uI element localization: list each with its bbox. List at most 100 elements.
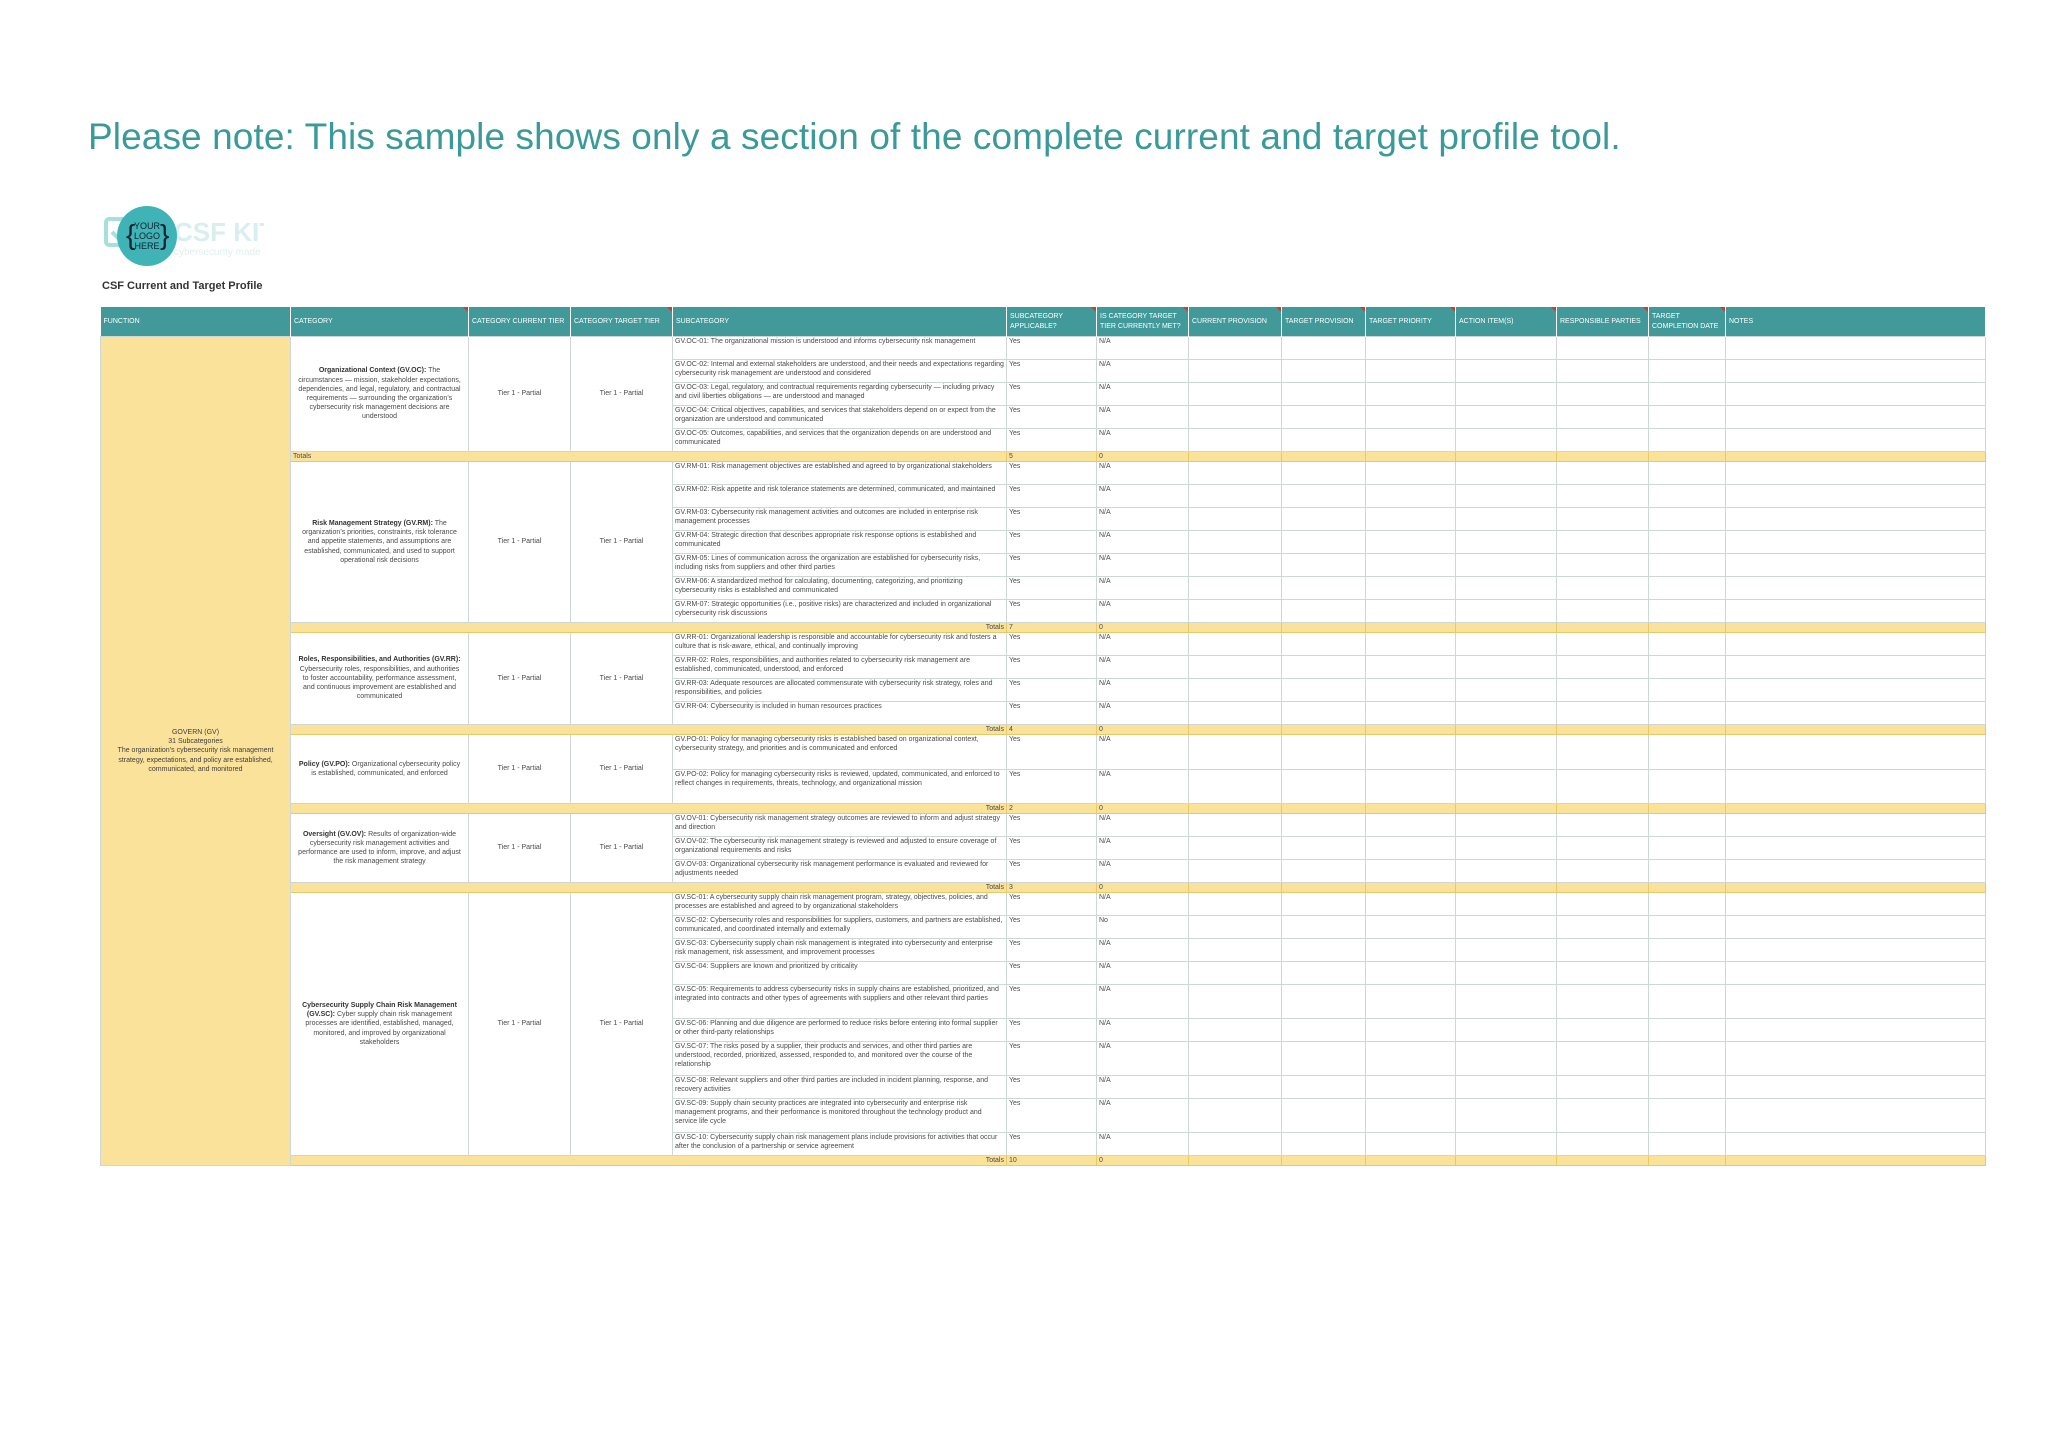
target-priority-cell[interactable]	[1365, 632, 1456, 656]
completion-date-cell[interactable]	[1648, 1018, 1726, 1042]
action-items-cell[interactable]	[1455, 1075, 1557, 1099]
target-met-cell[interactable]: N/A	[1096, 336, 1189, 360]
responsible-parties-cell[interactable]	[1556, 553, 1649, 577]
applicable-cell[interactable]: Yes	[1006, 1041, 1097, 1076]
function-cell[interactable]: GOVERN (GV) 31 Subcategories The organizat…	[100, 336, 291, 1166]
responsible-parties-cell[interactable]	[1556, 461, 1649, 485]
action-items-cell[interactable]	[1455, 553, 1557, 577]
subcategory-cell[interactable]: GV.OC-04: Critical objectives, capabilit…	[672, 405, 1007, 429]
applicable-cell[interactable]: Yes	[1006, 553, 1097, 577]
column-header[interactable]: RESPONSIBLE PARTIES	[1556, 307, 1649, 337]
notes-cell[interactable]	[1725, 961, 1986, 985]
notes-cell[interactable]	[1725, 1041, 1986, 1076]
target-provision-cell[interactable]	[1281, 892, 1366, 916]
notes-cell[interactable]	[1725, 701, 1986, 725]
action-items-cell[interactable]	[1455, 507, 1557, 531]
current-provision-cell[interactable]	[1188, 405, 1282, 429]
action-items-cell[interactable]	[1455, 915, 1557, 939]
completion-date-cell[interactable]	[1648, 1075, 1726, 1099]
action-items-cell[interactable]	[1455, 1041, 1557, 1076]
responsible-parties-cell[interactable]	[1556, 961, 1649, 985]
subcategory-cell[interactable]: GV.OV-03: Organizational cybersecurity r…	[672, 859, 1007, 883]
category-cell[interactable]: Oversight (GV.OV): Results of organizati…	[290, 813, 469, 883]
current-provision-cell[interactable]	[1188, 530, 1282, 554]
completion-date-cell[interactable]	[1648, 678, 1726, 702]
target-priority-cell[interactable]	[1365, 859, 1456, 883]
action-items-cell[interactable]	[1455, 701, 1557, 725]
applicable-cell[interactable]: Yes	[1006, 984, 1097, 1019]
column-header[interactable]: CATEGORY CURRENT TIER	[468, 307, 571, 337]
notes-cell[interactable]	[1725, 576, 1986, 600]
applicable-cell[interactable]: Yes	[1006, 576, 1097, 600]
action-items-cell[interactable]	[1455, 359, 1557, 383]
notes-cell[interactable]	[1725, 769, 1986, 804]
target-priority-cell[interactable]	[1365, 813, 1456, 837]
current-provision-cell[interactable]	[1188, 507, 1282, 531]
target-met-cell[interactable]: N/A	[1096, 405, 1189, 429]
notes-cell[interactable]	[1725, 1098, 1986, 1133]
current-tier-cell[interactable]: Tier 1 - Partial	[468, 892, 571, 1156]
column-header[interactable]: SUBCATEGORY APPLICABLE?	[1006, 307, 1097, 337]
notes-cell[interactable]	[1725, 859, 1986, 883]
applicable-cell[interactable]: Yes	[1006, 836, 1097, 860]
subcategory-cell[interactable]: GV.SC-06: Planning and due diligence are…	[672, 1018, 1007, 1042]
applicable-cell[interactable]: Yes	[1006, 961, 1097, 985]
target-met-cell[interactable]: N/A	[1096, 961, 1189, 985]
target-priority-cell[interactable]	[1365, 405, 1456, 429]
target-priority-cell[interactable]	[1365, 484, 1456, 508]
applicable-cell[interactable]: Yes	[1006, 461, 1097, 485]
responsible-parties-cell[interactable]	[1556, 632, 1649, 656]
target-met-cell[interactable]: N/A	[1096, 1041, 1189, 1076]
subcategory-cell[interactable]: GV.RM-01: Risk management objectives are…	[672, 461, 1007, 485]
action-items-cell[interactable]	[1455, 576, 1557, 600]
applicable-cell[interactable]: Yes	[1006, 599, 1097, 623]
target-priority-cell[interactable]	[1365, 428, 1456, 452]
column-header[interactable]: CATEGORY TARGET TIER	[570, 307, 673, 337]
notes-cell[interactable]	[1725, 359, 1986, 383]
notes-cell[interactable]	[1725, 655, 1986, 679]
target-met-cell[interactable]: N/A	[1096, 859, 1189, 883]
notes-cell[interactable]	[1725, 678, 1986, 702]
target-provision-cell[interactable]	[1281, 461, 1366, 485]
current-provision-cell[interactable]	[1188, 1018, 1282, 1042]
target-tier-cell[interactable]: Tier 1 - Partial	[570, 892, 673, 1156]
notes-cell[interactable]	[1725, 428, 1986, 452]
target-priority-cell[interactable]	[1365, 336, 1456, 360]
target-met-cell[interactable]: N/A	[1096, 678, 1189, 702]
responsible-parties-cell[interactable]	[1556, 701, 1649, 725]
current-provision-cell[interactable]	[1188, 484, 1282, 508]
completion-date-cell[interactable]	[1648, 769, 1726, 804]
category-cell[interactable]: Roles, Responsibilities, and Authorities…	[290, 632, 469, 725]
notes-cell[interactable]	[1725, 813, 1986, 837]
current-provision-cell[interactable]	[1188, 915, 1282, 939]
completion-date-cell[interactable]	[1648, 484, 1726, 508]
responsible-parties-cell[interactable]	[1556, 1041, 1649, 1076]
subcategory-cell[interactable]: GV.SC-10: Cybersecurity supply chain ris…	[672, 1132, 1007, 1156]
target-priority-cell[interactable]	[1365, 1132, 1456, 1156]
target-provision-cell[interactable]	[1281, 1098, 1366, 1133]
responsible-parties-cell[interactable]	[1556, 984, 1649, 1019]
subcategory-cell[interactable]: GV.SC-02: Cybersecurity roles and respon…	[672, 915, 1007, 939]
action-items-cell[interactable]	[1455, 1132, 1557, 1156]
current-provision-cell[interactable]	[1188, 461, 1282, 485]
column-header[interactable]: TARGET COMPLETION DATE	[1648, 307, 1726, 337]
completion-date-cell[interactable]	[1648, 1098, 1726, 1133]
target-provision-cell[interactable]	[1281, 701, 1366, 725]
current-provision-cell[interactable]	[1188, 813, 1282, 837]
action-items-cell[interactable]	[1455, 961, 1557, 985]
applicable-cell[interactable]: Yes	[1006, 734, 1097, 770]
target-met-cell[interactable]: N/A	[1096, 507, 1189, 531]
current-provision-cell[interactable]	[1188, 359, 1282, 383]
applicable-cell[interactable]: Yes	[1006, 938, 1097, 962]
current-tier-cell[interactable]: Tier 1 - Partial	[468, 632, 571, 725]
notes-cell[interactable]	[1725, 1132, 1986, 1156]
current-tier-cell[interactable]: Tier 1 - Partial	[468, 734, 571, 804]
target-provision-cell[interactable]	[1281, 836, 1366, 860]
current-provision-cell[interactable]	[1188, 576, 1282, 600]
target-met-cell[interactable]: N/A	[1096, 701, 1189, 725]
applicable-cell[interactable]: Yes	[1006, 813, 1097, 837]
current-provision-cell[interactable]	[1188, 1075, 1282, 1099]
responsible-parties-cell[interactable]	[1556, 769, 1649, 804]
applicable-cell[interactable]: Yes	[1006, 336, 1097, 360]
subcategory-cell[interactable]: GV.RM-06: A standardized method for calc…	[672, 576, 1007, 600]
